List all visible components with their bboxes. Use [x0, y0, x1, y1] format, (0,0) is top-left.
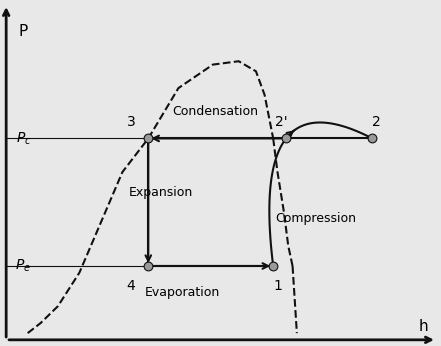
Text: P: P: [19, 24, 28, 38]
Point: [145, 136, 152, 141]
Text: 4: 4: [127, 279, 135, 293]
Text: Expansion: Expansion: [129, 186, 193, 199]
Point: [145, 263, 152, 269]
Text: 3: 3: [127, 115, 135, 129]
Text: 1: 1: [273, 279, 282, 293]
Point: [269, 263, 277, 269]
Point: [369, 136, 376, 141]
Point: [283, 136, 290, 141]
Text: 2': 2': [276, 115, 288, 129]
Text: Evaporation: Evaporation: [145, 286, 220, 299]
Text: $P_c$: $P_c$: [15, 130, 31, 147]
Text: h: h: [419, 319, 429, 334]
Text: Compression: Compression: [276, 212, 357, 226]
Text: $P_e$: $P_e$: [15, 258, 31, 274]
Text: Condensation: Condensation: [172, 105, 258, 118]
Text: 2: 2: [372, 115, 381, 129]
